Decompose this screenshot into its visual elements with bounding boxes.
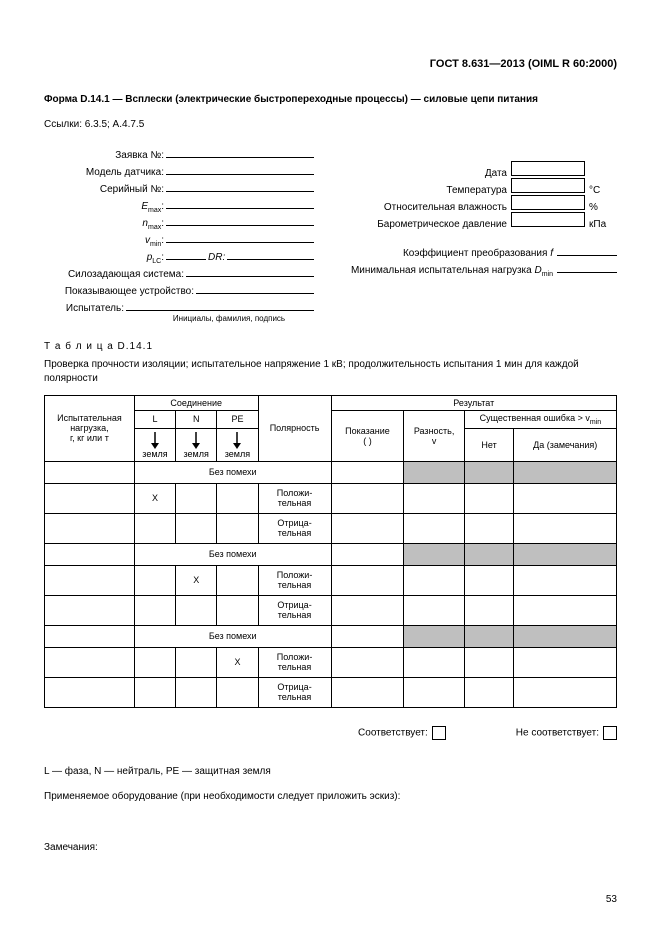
lbl-dr: DR: (206, 252, 227, 263)
pol-neg-2: Отрица-тельная (258, 595, 331, 625)
x3: X (217, 647, 258, 677)
field-indicator[interactable] (196, 282, 314, 294)
remarks-label: Замечания: (44, 842, 617, 853)
lbl-emax: Emax: (44, 201, 166, 214)
equipment-label: Применяемое оборудование (при необходимо… (44, 791, 617, 802)
th-result: Результат (331, 396, 616, 411)
test-table: Испытательнаянагрузка,г, кг или т Соедин… (44, 395, 617, 708)
th-no: Нет (464, 428, 514, 461)
lbl-force-sys: Силозадающая система: (44, 269, 186, 280)
lbl-tester: Испытатель: (44, 303, 126, 314)
doc-header: ГОСТ 8.631—2013 (OIML R 60:2000) (44, 58, 617, 70)
lbl-serial: Серийный №: (44, 184, 166, 195)
field-coef[interactable] (557, 244, 617, 256)
table-title: Т а б л и ц а D.14.1 (44, 341, 617, 352)
unit-humid: % (585, 202, 617, 213)
pol-pos-1: Положи-тельная (258, 483, 331, 513)
lbl-coef: Коэффициент преобразования f (314, 248, 557, 259)
references: Ссылки: 6.3.5; А.4.7.5 (44, 119, 617, 130)
field-model[interactable] (166, 163, 314, 175)
field-temp[interactable] (511, 178, 585, 193)
noncompliant-box[interactable] (603, 726, 617, 740)
th-yes: Да (замечания) (514, 428, 617, 461)
field-date[interactable] (511, 161, 585, 176)
th-pe-gnd: земля (217, 428, 258, 461)
lbl-humid: Относительная влажность (314, 202, 511, 213)
lbl-press: Барометрическое давление (314, 219, 511, 230)
field-plc[interactable] (166, 248, 206, 260)
x2: X (176, 565, 217, 595)
unit-press: кПа (585, 219, 617, 230)
tester-caption: Инициалы, фамилия, подпись (144, 314, 314, 323)
table-desc: Проверка прочности изоляции; испытательн… (44, 358, 617, 385)
lbl-model: Модель датчика: (44, 167, 166, 178)
compliant-box[interactable] (432, 726, 446, 740)
lbl-dmin: Минимальная испытательная нагрузка Dmin (314, 265, 557, 278)
form-title: Форма D.14.1 — Всплески (электрические б… (44, 94, 617, 105)
field-emax[interactable] (166, 197, 314, 209)
row-noi-2: Без помехи (134, 543, 331, 565)
field-press[interactable] (511, 212, 585, 227)
x1: X (134, 483, 175, 513)
legend: L — фаза, N — нейтраль, PE — защитная зе… (44, 766, 617, 777)
field-humid[interactable] (511, 195, 585, 210)
pol-pos-3: Положи-тельная (258, 647, 331, 677)
th-diff: Разность,v (404, 411, 464, 462)
th-indication: Показание( ) (331, 411, 404, 462)
page-number: 53 (606, 894, 617, 905)
lbl-date: Дата (314, 168, 511, 179)
field-app-no[interactable] (166, 146, 314, 158)
pol-neg-3: Отрица-тельная (258, 677, 331, 707)
lbl-app-no: Заявка №: (44, 150, 166, 161)
lbl-indicator: Показывающее устройство: (44, 286, 196, 297)
lbl-temp: Температура (314, 185, 511, 196)
row-noi-1: Без помехи (134, 461, 331, 483)
field-nmax[interactable] (166, 214, 314, 226)
th-n-gnd: земля (176, 428, 217, 461)
compliant-label: Соответствует: (358, 726, 446, 740)
th-l-gnd: земля (134, 428, 175, 461)
lbl-plc: pLC: (44, 252, 166, 265)
field-vmin[interactable] (166, 231, 314, 243)
th-l: L (134, 411, 175, 429)
th-load: Испытательнаянагрузка,г, кг или т (45, 396, 135, 462)
th-n: N (176, 411, 217, 429)
pol-neg-1: Отрица-тельная (258, 513, 331, 543)
field-serial[interactable] (166, 180, 314, 192)
th-pe: PE (217, 411, 258, 429)
lbl-nmax: nmax: (44, 218, 166, 231)
lbl-vmin: vmin: (44, 235, 166, 248)
unit-temp: °C (585, 185, 617, 196)
row-noi-3: Без помехи (134, 625, 331, 647)
field-tester[interactable] (126, 299, 314, 311)
field-dmin[interactable] (557, 261, 617, 273)
th-polarity: Полярность (258, 396, 331, 462)
th-err: Существенная ошибка > vmin (464, 411, 616, 429)
noncompliant-label: Не соответствует: (516, 726, 617, 740)
th-conn: Соединение (134, 396, 258, 411)
field-dr[interactable] (227, 248, 314, 260)
pol-pos-2: Положи-тельная (258, 565, 331, 595)
field-force-sys[interactable] (186, 265, 314, 277)
